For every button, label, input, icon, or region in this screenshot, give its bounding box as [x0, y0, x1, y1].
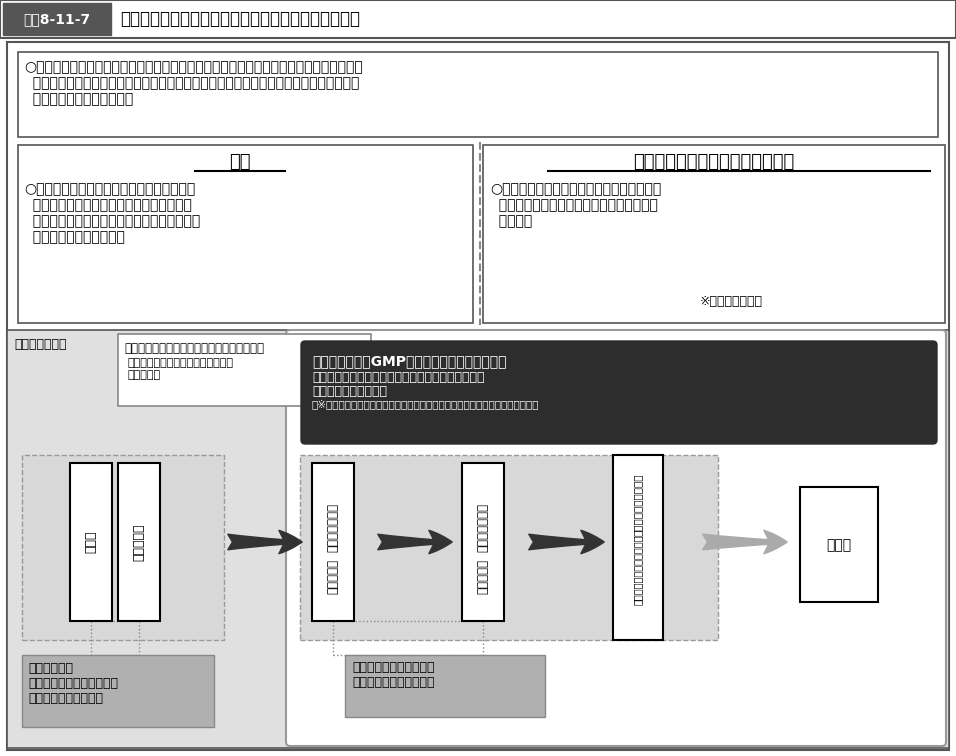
Text: 器具・容器包装: 器具・容器包装: [327, 503, 339, 551]
Text: ※合成樹脂が対象: ※合成樹脂が対象: [700, 295, 763, 308]
Text: ・監視指導（事業者の把握、指導）
・輸入監視: ・監視指導（事業者の把握、指導） ・輸入監視: [127, 358, 233, 380]
Bar: [118, 463, 160, 621]
Bar: [800, 487, 878, 602]
FancyBboxPatch shape: [301, 341, 937, 444]
Text: （参考）全体像: （参考）全体像: [14, 338, 67, 351]
Text: （食品・容器包装使用者）: （食品・容器包装使用者）: [633, 534, 643, 606]
Bar: [18, 52, 938, 137]
Text: 製造事業者: 製造事業者: [327, 559, 339, 593]
Bar: [300, 455, 718, 640]
Bar: [0, 0, 956, 38]
Text: 製造事業者: 製造事業者: [133, 523, 145, 561]
Text: ○食品用器具・容器包装の安全性や規制の国際整合性の確保のため、規格が定まっていな
  い原材料を使用した器具・容器包装の販売等の禁止等を行い、安全が担保されたも: ○食品用器具・容器包装の安全性や規制の国際整合性の確保のため、規格が定まっていな…: [24, 60, 362, 107]
Text: ※ポジティブリスト対象外の器具・容器包装製造事業者は一般衛生管理を適用: ※ポジティブリスト対象外の器具・容器包装製造事業者は一般衛生管理を適用: [312, 399, 539, 409]
Text: 改正後（ポジティブリスト制度）: 改正後（ポジティブリスト制度）: [634, 153, 794, 171]
Text: 国際整合的な食品用器具・容器包装の衛生規制の整備: 国際整合的な食品用器具・容器包装の衛生規制の整備: [120, 10, 360, 28]
Text: ○原則使用を認めた上で、使用を制限する物
  質を定める。海外で使用が禁止されている
  物質であっても、規格基準を定めない限り、
  直ちに規制はできない。: ○原則使用を認めた上で、使用を制限する物 質を定める。海外で使用が禁止されている…: [24, 182, 200, 245]
Text: 消費者: 消費者: [826, 538, 852, 552]
Bar: [70, 463, 112, 621]
Text: ＊製造の記録の保存等: ＊製造の記録の保存等: [312, 385, 387, 398]
Text: ○原則使用を禁止した上で、使用を認める物
  質を定め、安全が担保されたもののみ使用
  できる。: ○原則使用を禁止した上で、使用を認める物 質を定め、安全が担保されたもののみ使用…: [490, 182, 662, 228]
Bar: [3, 3, 111, 35]
Text: 図表8-11-7: 図表8-11-7: [24, 12, 91, 26]
Bar: [22, 655, 214, 727]
Bar: [7, 330, 949, 748]
Text: 現行: 現行: [229, 153, 250, 171]
Text: 食品製造・販売事業者: 食品製造・販売事業者: [633, 474, 643, 536]
Bar: [312, 463, 354, 621]
Text: ポジティブリスト適合性
を確認できる情報を提供: ポジティブリスト適合性 を確認できる情報を提供: [352, 661, 434, 689]
Bar: [18, 145, 473, 323]
Text: 販売事業者: 販売事業者: [476, 559, 489, 593]
Bar: [22, 455, 224, 640]
Text: ポジティブリスト制度による国のリスク管理: ポジティブリスト制度による国のリスク管理: [124, 342, 264, 355]
Text: 求めに応じ、
ポジティブリスト適合性を
確認できる情報を提供: 求めに応じ、 ポジティブリスト適合性を 確認できる情報を提供: [28, 662, 118, 705]
Text: 製造管理規範（GMP）による製造管理の制度化: 製造管理規範（GMP）による製造管理の制度化: [312, 354, 507, 368]
Bar: [462, 463, 504, 621]
Bar: [613, 455, 663, 640]
Text: ＊原材料の確認　　＊製品の規格基準への適合確認: ＊原材料の確認 ＊製品の規格基準への適合確認: [312, 371, 485, 384]
FancyBboxPatch shape: [286, 330, 946, 746]
Text: 原材料: 原材料: [84, 531, 98, 553]
Bar: [345, 655, 545, 717]
Bar: [483, 145, 945, 323]
Text: 器具・容器包装: 器具・容器包装: [476, 503, 489, 551]
Bar: [118, 334, 371, 406]
